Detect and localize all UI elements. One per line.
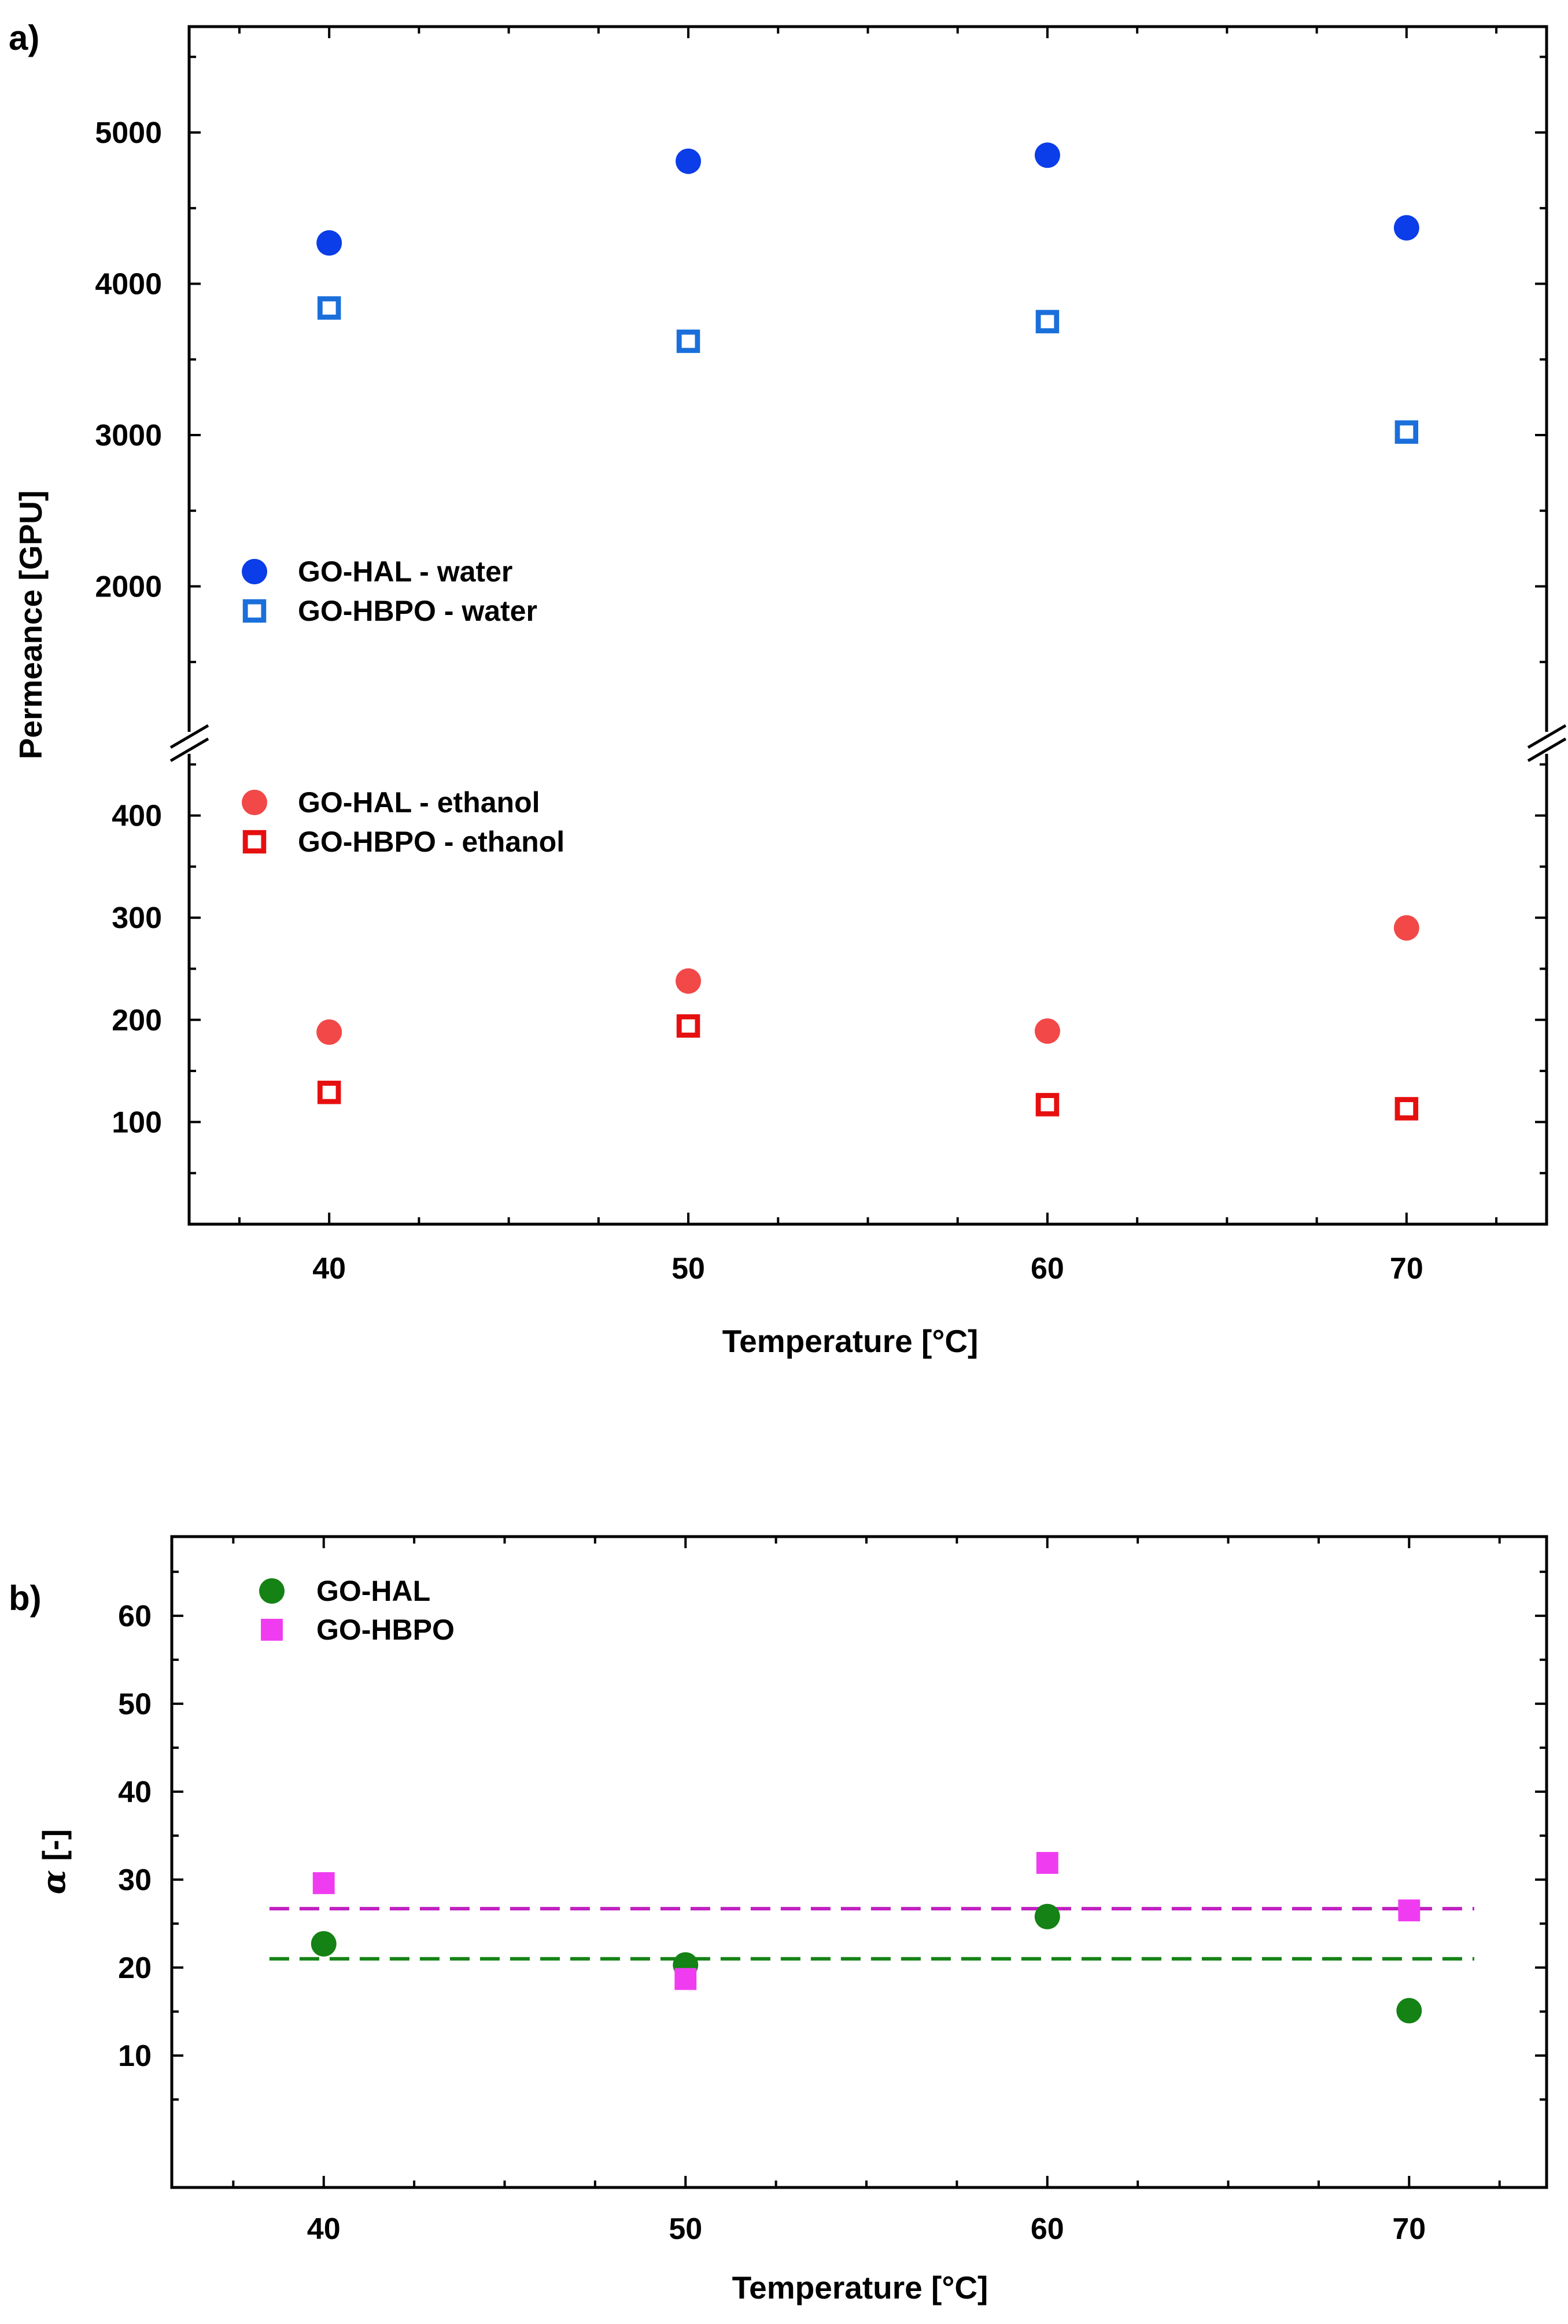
legend-label-go-hal-water: GO-HAL - water: [298, 555, 512, 588]
panel-a-axis-break: [169, 724, 1567, 763]
panel-a-label: a): [9, 19, 39, 57]
point-go-hbpo-water: [676, 329, 700, 353]
panel-b-reference-lines: [269, 1907, 1474, 1961]
panel-b-y-axis-unit: [-]: [36, 1829, 72, 1870]
point-go-hal-water: [1034, 142, 1060, 168]
point-go-hal-water: [676, 148, 702, 174]
x-tick-label: 70: [1390, 1252, 1423, 1286]
y-tick-label: 3000: [95, 419, 162, 452]
legend-label-go-hbpo-ethanol: GO-HBPO - ethanol: [298, 826, 565, 858]
x-tick-label: 60: [1031, 2212, 1064, 2246]
point-go-hbpo-water: [317, 296, 341, 320]
point-go-hbpo: [1398, 1899, 1421, 1922]
point-go-hbpo-ethanol: [1394, 1097, 1419, 1121]
legend-marker-go-hbpo-ethanol: [242, 830, 267, 854]
point-go-hbpo-ethanol: [317, 1080, 341, 1104]
point-go-hal-ethanol: [676, 968, 702, 994]
panel-b-legend: GO-HAL GO-HBPO: [259, 1575, 455, 1646]
point-go-hbpo-water: [1394, 420, 1419, 444]
panel-a-y-axis-title: Permeance [GPU]: [13, 491, 49, 760]
panel-a-legend-ethanol: GO-HAL - ethanol GO-HBPO - ethanol: [242, 786, 565, 858]
y-tick-label: 100: [112, 1106, 162, 1139]
y-tick-label: 4000: [95, 268, 162, 301]
legend-marker-go-hal-water: [242, 559, 267, 584]
panel-a-x-axis-title: Temperature [°C]: [722, 1323, 979, 1359]
panel-b-y-axis-title: α [-]: [35, 1829, 72, 1895]
point-go-hal-ethanol: [1393, 915, 1419, 941]
point-go-hbpo: [1036, 1852, 1058, 1874]
x-tick-label: 40: [312, 1252, 346, 1286]
left-break-mark-bottom: [169, 737, 209, 763]
point-go-hal: [1396, 1998, 1422, 2024]
y-tick-label: 5000: [95, 116, 162, 150]
panel-b-y-axis-symbol: α: [35, 1870, 72, 1894]
y-tick-label: 60: [118, 1600, 152, 1633]
point-go-hbpo-water: [1035, 310, 1060, 334]
point-go-hbpo: [674, 1968, 697, 1990]
point-go-hal-ethanol: [1034, 1018, 1060, 1044]
right-break-mark-top: [1527, 724, 1567, 749]
x-tick-label: 50: [669, 2212, 702, 2246]
legend-marker-go-hbpo: [261, 1619, 283, 1641]
y-tick-label: 200: [112, 1004, 162, 1037]
panel-b-x-axis-title: Temperature [°C]: [732, 2270, 988, 2305]
legend-label-go-hbpo-water: GO-HBPO - water: [298, 595, 537, 627]
y-tick-label: 300: [112, 901, 162, 935]
x-tick-label: 50: [672, 1252, 705, 1286]
point-go-hal-water: [316, 230, 342, 256]
legend-marker-go-hal: [259, 1578, 285, 1604]
y-tick-label: 50: [118, 1688, 152, 1721]
point-go-hal: [1034, 1903, 1060, 1929]
legend-marker-go-hal-ethanol: [242, 790, 267, 815]
right-break-mark-bottom: [1527, 737, 1567, 763]
x-tick-label: 40: [307, 2212, 341, 2246]
left-break-mark-top: [169, 724, 209, 749]
x-tick-label: 60: [1031, 1252, 1064, 1286]
x-tick-label: 70: [1392, 2212, 1426, 2246]
y-tick-label: 2000: [95, 570, 162, 604]
panel-a-legend-water: GO-HAL - water GO-HBPO - water: [242, 555, 537, 627]
y-tick-label: 30: [118, 1863, 152, 1897]
legend-marker-go-hbpo-water: [242, 599, 267, 623]
panel-a: a) 40 50 60 702000300040005000100200300400 …: [9, 19, 1567, 1359]
legend-label-go-hal-ethanol: GO-HAL - ethanol: [298, 786, 540, 819]
panel-b-axes: 40 50 60 70 10 20 30 40 50 60: [118, 1537, 1547, 2246]
legend-label-go-hbpo: GO-HBPO: [316, 1614, 455, 1646]
panel-b: b) 40 50 60 70 10 20 30 40 50 60 GO-HAL GO-HBPO Te…: [9, 1535, 1548, 2305]
y-tick-label: 20: [118, 1951, 152, 1985]
point-go-hbpo-ethanol: [676, 1014, 700, 1038]
panel-b-label: b): [9, 1579, 42, 1618]
panel-a-axes: 40 50 60 70 2000 3000 4000 5000 100 200 300 400: [95, 27, 1547, 1286]
point-go-hal: [311, 1931, 337, 1957]
y-tick-label: 10: [118, 2039, 152, 2073]
panel-b-data-points: [311, 1852, 1422, 2024]
point-go-hbpo: [312, 1872, 335, 1894]
point-go-hal-water: [1393, 215, 1419, 241]
point-go-hal-ethanol: [316, 1019, 342, 1045]
panel-b-plot-frame: [170, 1535, 1548, 2189]
panel-a-data-points: [316, 142, 1419, 1121]
y-tick-label: 400: [112, 800, 162, 833]
y-tick-label: 40: [118, 1776, 152, 1809]
point-go-hbpo-ethanol: [1035, 1093, 1060, 1117]
legend-label-go-hal: GO-HAL: [316, 1575, 430, 1607]
